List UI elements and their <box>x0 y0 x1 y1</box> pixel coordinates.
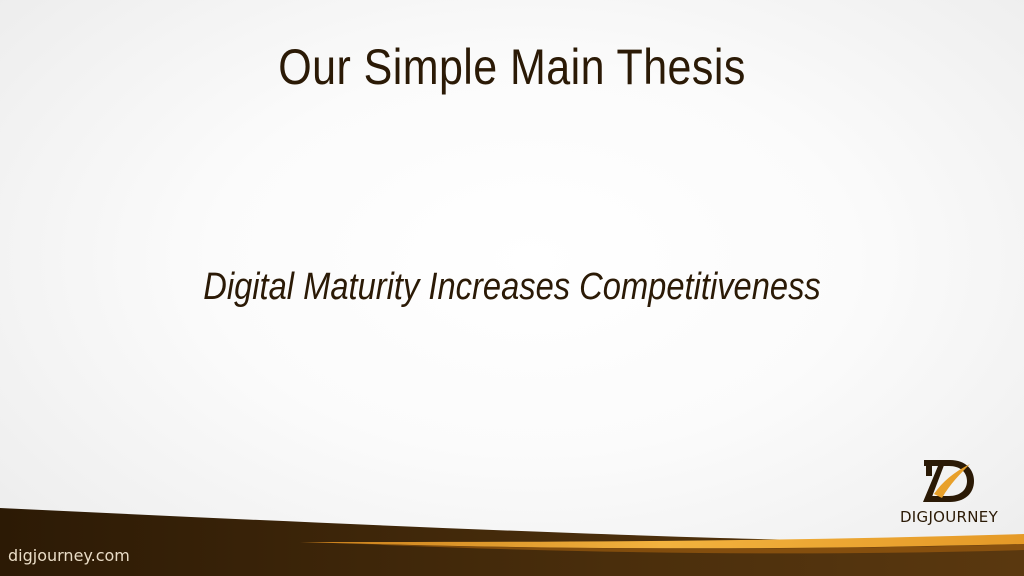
footer-swoosh <box>0 508 1024 576</box>
thesis-statement: Digital Maturity Increases Competitivene… <box>203 266 821 308</box>
logo-wordmark: DIGJOURNEY <box>899 508 999 526</box>
slide-title: Our Simple Main Thesis <box>278 39 746 95</box>
digjourney-logo-icon <box>923 460 974 502</box>
digjourney-logo: DIGJOURNEY <box>884 456 1014 532</box>
footer-url: digjourney.com <box>8 546 130 565</box>
